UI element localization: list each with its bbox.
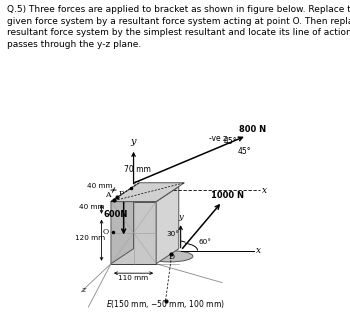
Text: x: x <box>256 246 261 255</box>
Ellipse shape <box>146 251 193 262</box>
Text: 30°: 30° <box>167 231 180 237</box>
Text: B: B <box>119 190 125 198</box>
Text: y: y <box>178 213 183 220</box>
Text: x: x <box>262 186 267 195</box>
Text: z: z <box>82 286 86 294</box>
Polygon shape <box>111 187 134 264</box>
Text: 60°: 60° <box>199 239 212 245</box>
Polygon shape <box>111 202 156 264</box>
Text: 800 N: 800 N <box>239 125 266 134</box>
Text: 45°: 45° <box>224 137 238 146</box>
Text: A: A <box>105 191 111 199</box>
Text: $E$(150 mm, $-$50 mm, 100 mm): $E$(150 mm, $-$50 mm, 100 mm) <box>106 298 225 310</box>
Text: 600N: 600N <box>104 210 128 219</box>
Text: 120 mm: 120 mm <box>75 235 105 241</box>
Text: 40 mm: 40 mm <box>87 183 112 189</box>
Text: 45°: 45° <box>237 148 251 156</box>
Text: C: C <box>133 180 139 188</box>
Text: -ve z: -ve z <box>209 134 227 143</box>
Text: Q.5) Three forces are applied to bracket as shown in figure below. Replace the
g: Q.5) Three forces are applied to bracket… <box>7 5 350 49</box>
Text: 70 mm: 70 mm <box>124 165 151 174</box>
Text: 1000 N: 1000 N <box>211 191 244 200</box>
Text: y: y <box>131 137 136 146</box>
Text: O: O <box>103 228 109 236</box>
Polygon shape <box>111 187 179 202</box>
Text: 40 mm: 40 mm <box>79 204 105 210</box>
Text: 110 mm: 110 mm <box>119 275 149 281</box>
Polygon shape <box>111 183 184 202</box>
Polygon shape <box>156 187 179 264</box>
Text: D: D <box>168 253 174 261</box>
